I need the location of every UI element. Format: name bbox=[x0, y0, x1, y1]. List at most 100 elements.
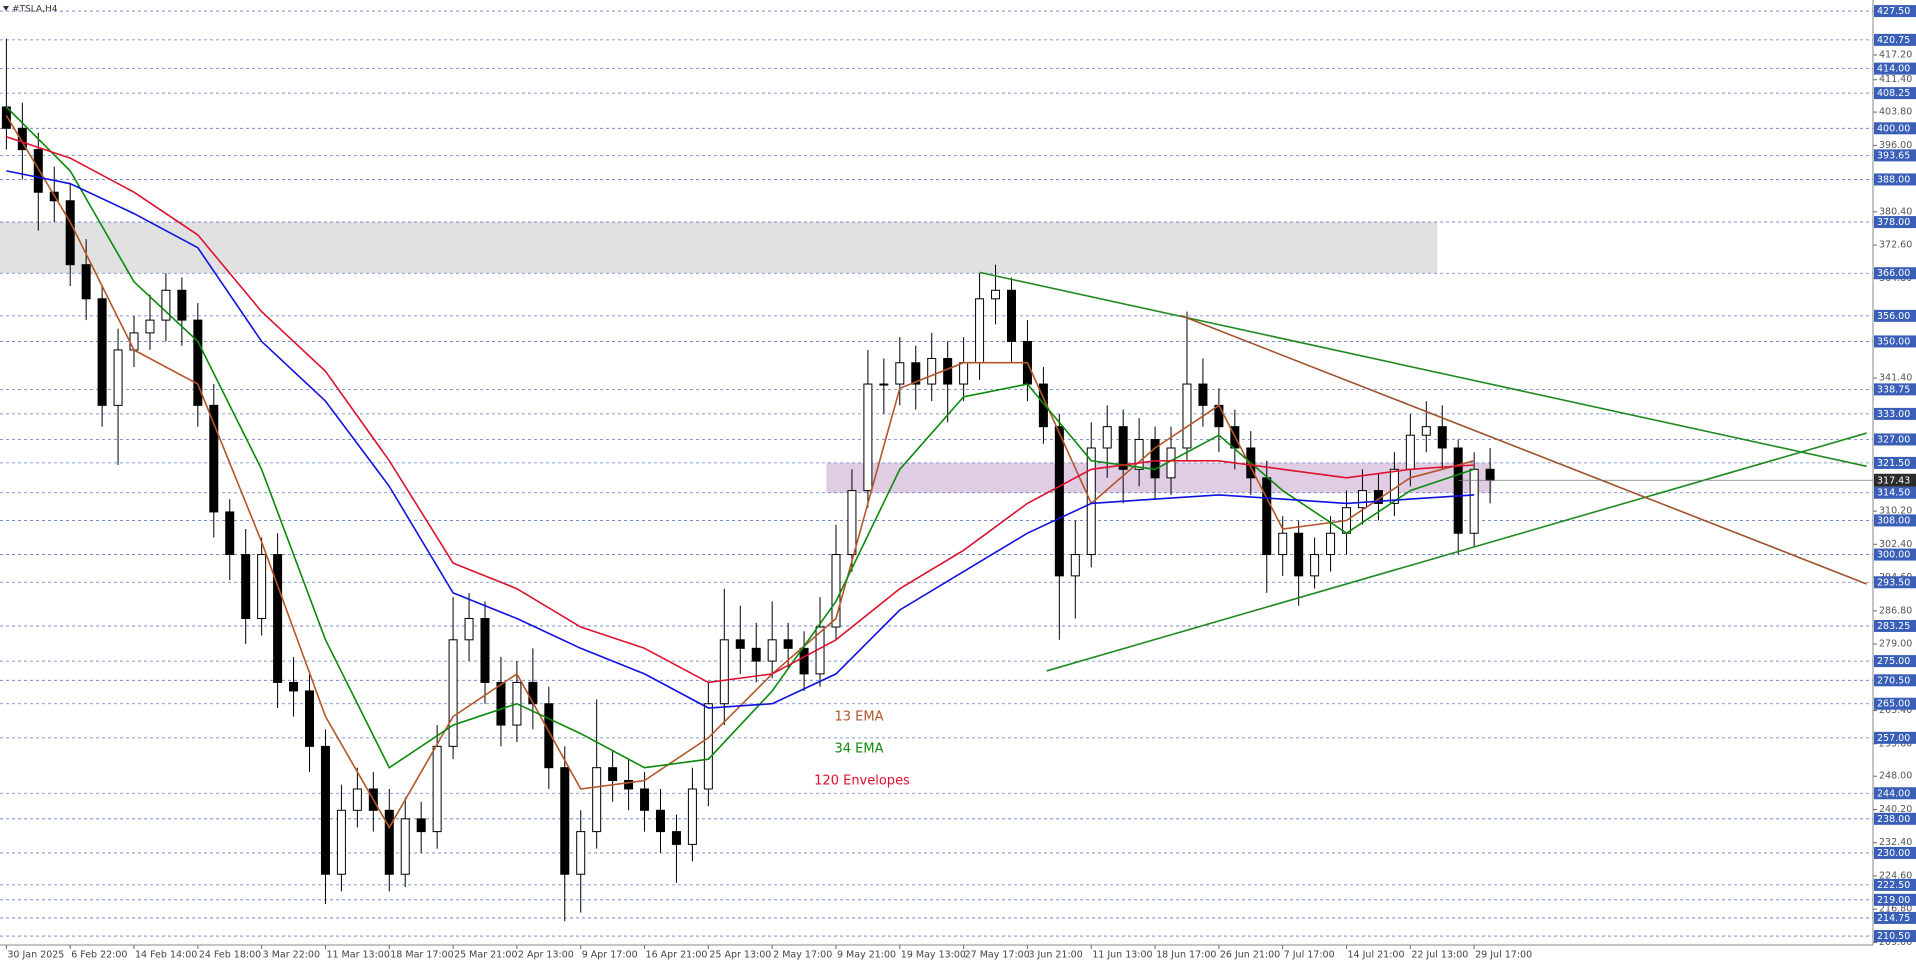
candle-body bbox=[1421, 426, 1431, 436]
level-label-box bbox=[1874, 309, 1916, 322]
candle-body bbox=[863, 383, 873, 492]
level-label: 338.75 bbox=[1877, 384, 1910, 395]
y-tick-label: 248.00 bbox=[1879, 771, 1912, 782]
trendline bbox=[1180, 314, 1867, 585]
level-label: 420.75 bbox=[1877, 35, 1910, 46]
indicator-line bbox=[5, 106, 1475, 769]
plot-area bbox=[0, 10, 1873, 937]
level-label: 219.00 bbox=[1877, 895, 1910, 906]
level-label: 308.00 bbox=[1877, 515, 1910, 526]
level-label: 378.00 bbox=[1877, 217, 1910, 228]
x-tick-label: 25 Mar 21:00 bbox=[454, 950, 517, 961]
candle-body bbox=[943, 357, 953, 385]
candle-body bbox=[257, 554, 267, 619]
y-tick-label: 240.20 bbox=[1879, 804, 1912, 815]
candle-body bbox=[448, 639, 458, 747]
axes: 209.00216.80224.60232.40240.20248.00255.… bbox=[5, 5, 1916, 961]
candle-body bbox=[608, 767, 618, 781]
level-label-box bbox=[1874, 383, 1916, 396]
candle-body bbox=[640, 788, 650, 811]
candle-body bbox=[1006, 289, 1016, 342]
y-tick-label: 372.60 bbox=[1879, 240, 1912, 251]
level-label: 210.50 bbox=[1877, 931, 1910, 942]
indicator-label: 34 EMA bbox=[835, 742, 884, 757]
candle-body bbox=[352, 788, 362, 811]
level-label-box bbox=[1874, 619, 1916, 632]
level-label-box bbox=[1874, 122, 1916, 135]
level-label: 222.50 bbox=[1877, 880, 1910, 891]
y-tick-label: 209.00 bbox=[1879, 937, 1912, 948]
candle-body bbox=[831, 554, 841, 628]
level-label-box bbox=[1874, 33, 1916, 46]
candle-body bbox=[193, 319, 203, 406]
y-tick-label: 310.20 bbox=[1879, 506, 1912, 517]
x-tick-label: 22 Jul 13:00 bbox=[1411, 950, 1468, 961]
level-label: 270.50 bbox=[1877, 675, 1910, 686]
level-label-box bbox=[1874, 697, 1916, 710]
candle-body bbox=[1437, 426, 1447, 449]
y-tick-label: 396.00 bbox=[1879, 140, 1912, 151]
level-label: 230.00 bbox=[1877, 848, 1910, 859]
x-tick-label: 30 Jan 2025 bbox=[7, 950, 64, 961]
level-label-box bbox=[1874, 267, 1916, 280]
trendline bbox=[1046, 432, 1867, 672]
level-label-box bbox=[1874, 731, 1916, 744]
candle-body bbox=[496, 681, 506, 726]
level-label-box bbox=[1874, 655, 1916, 668]
x-tick-label: 18 Mar 17:00 bbox=[390, 950, 453, 961]
candle-body bbox=[384, 809, 394, 875]
level-label: 327.00 bbox=[1877, 434, 1910, 445]
candle-body bbox=[113, 349, 123, 406]
candle-body bbox=[911, 362, 921, 385]
x-tick-label: 2 Apr 13:00 bbox=[518, 950, 574, 961]
candle-body bbox=[735, 639, 745, 649]
candle-body bbox=[432, 745, 442, 833]
level-label: 265.00 bbox=[1877, 699, 1910, 710]
candle-body bbox=[1070, 554, 1080, 577]
candle-body bbox=[161, 289, 171, 321]
candle-body bbox=[81, 264, 91, 300]
candle-body bbox=[959, 362, 969, 385]
level-label: 356.00 bbox=[1877, 311, 1910, 322]
x-tick-label: 14 Jul 21:00 bbox=[1348, 950, 1405, 961]
level-label: 427.50 bbox=[1877, 6, 1910, 17]
level-label-box bbox=[1874, 787, 1916, 800]
candle-body bbox=[576, 831, 586, 875]
trendline bbox=[979, 271, 1867, 468]
candle-body bbox=[1150, 438, 1160, 479]
level-label-box bbox=[1874, 878, 1916, 891]
level-label: 393.65 bbox=[1877, 150, 1910, 161]
x-tick-label: 14 Feb 14:00 bbox=[135, 950, 197, 961]
candle-body bbox=[655, 809, 665, 833]
level-label-box bbox=[1874, 674, 1916, 687]
chart-title: #TSLA,H4 bbox=[12, 5, 58, 15]
candle-body bbox=[624, 779, 634, 790]
y-tick-label: 380.40 bbox=[1879, 206, 1912, 217]
candle-body bbox=[1054, 426, 1064, 577]
y-tick-label: 341.40 bbox=[1879, 373, 1912, 384]
candle-body bbox=[751, 647, 761, 662]
candle-body bbox=[1134, 438, 1144, 470]
level-label: 408.25 bbox=[1877, 88, 1910, 99]
candle-body bbox=[65, 200, 75, 266]
candle-body bbox=[687, 788, 697, 845]
candle-body bbox=[177, 289, 187, 321]
level-label: 333.00 bbox=[1877, 409, 1910, 420]
y-tick-label: 232.40 bbox=[1879, 837, 1912, 848]
level-label-box bbox=[1874, 456, 1916, 469]
level-label: 214.75 bbox=[1877, 913, 1910, 924]
x-tick-label: 18 Jun 17:00 bbox=[1156, 950, 1216, 961]
candle-body bbox=[1310, 554, 1320, 577]
candle-body bbox=[241, 554, 251, 619]
y-tick-label: 279.00 bbox=[1879, 639, 1912, 650]
level-label-box bbox=[1874, 433, 1916, 446]
level-label: 300.00 bbox=[1877, 550, 1910, 561]
level-label: 238.00 bbox=[1877, 814, 1910, 825]
x-tick-label: 2 May 17:00 bbox=[773, 950, 832, 961]
candle-body bbox=[1453, 447, 1463, 534]
x-tick-label: 24 Feb 18:00 bbox=[199, 950, 261, 961]
level-label: 366.00 bbox=[1877, 268, 1910, 279]
level-label-box bbox=[1874, 846, 1916, 859]
level-label-box bbox=[1874, 911, 1916, 924]
level-label: 414.00 bbox=[1877, 64, 1910, 75]
